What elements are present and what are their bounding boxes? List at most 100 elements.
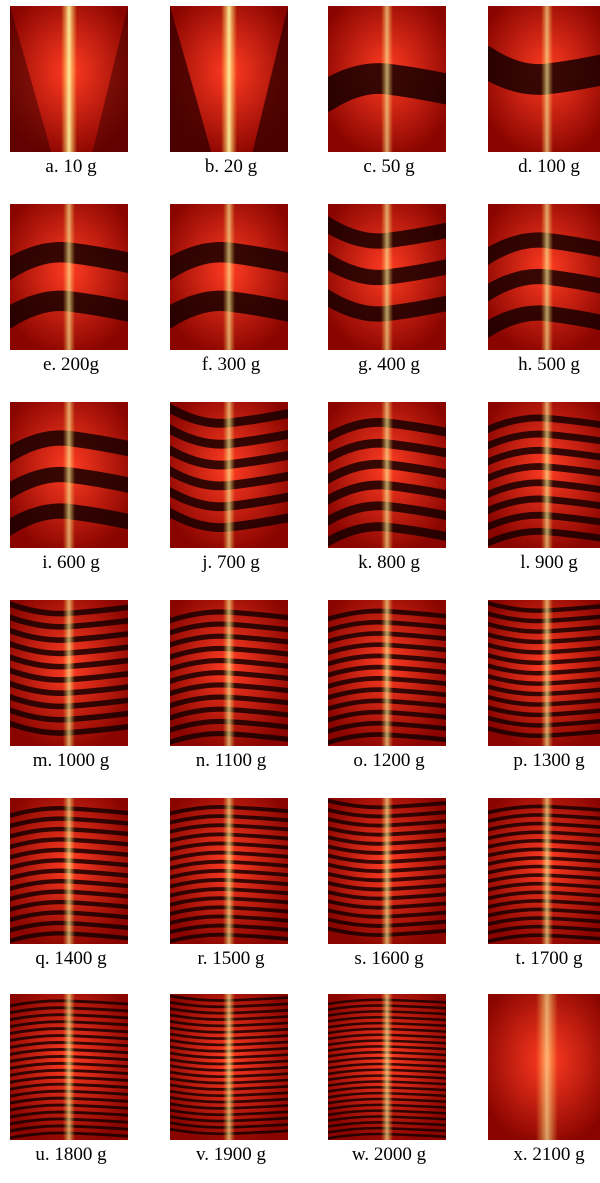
panel-g: g. 400 g bbox=[318, 198, 468, 393]
center-beam bbox=[223, 204, 235, 350]
fringe-image bbox=[488, 600, 600, 746]
center-beam bbox=[63, 204, 75, 350]
panel-caption: q. 1400 g bbox=[35, 948, 107, 969]
panel-k: k. 800 g bbox=[318, 396, 468, 591]
center-beam bbox=[223, 402, 235, 548]
fringe-image bbox=[328, 798, 446, 944]
fringe-image bbox=[328, 600, 446, 746]
center-beam bbox=[223, 600, 235, 746]
panel-caption: r. 1500 g bbox=[197, 948, 265, 969]
panel-caption: t. 1700 g bbox=[515, 948, 583, 969]
dark-region bbox=[170, 6, 212, 152]
panel-d: d. 100 g bbox=[478, 0, 600, 195]
center-beam bbox=[541, 600, 553, 746]
panel-x: x. 2100 g bbox=[478, 988, 600, 1183]
panel-r: r. 1500 g bbox=[160, 792, 310, 987]
panel-caption: e. 200g bbox=[43, 354, 99, 375]
panel-caption: w. 2000 g bbox=[351, 1144, 427, 1165]
panel-p: p. 1300 g bbox=[478, 594, 600, 789]
panel-c: c. 50 g bbox=[318, 0, 468, 195]
fringe-image bbox=[328, 994, 446, 1140]
panel-q: q. 1400 g bbox=[0, 792, 150, 987]
center-beam bbox=[63, 402, 75, 548]
fringe-image bbox=[170, 402, 288, 548]
fringe-image bbox=[170, 6, 288, 152]
fringe-image bbox=[170, 600, 288, 746]
panel-caption: m. 1000 g bbox=[32, 750, 110, 771]
panel-caption: n. 1100 g bbox=[195, 750, 267, 771]
panel-caption: f. 300 g bbox=[201, 354, 261, 375]
center-beam bbox=[541, 6, 553, 152]
fringe-image bbox=[488, 994, 600, 1140]
fringe-image bbox=[488, 6, 600, 152]
panel-caption: c. 50 g bbox=[363, 156, 415, 177]
panel-caption: u. 1800 g bbox=[35, 1144, 107, 1165]
center-beam bbox=[536, 994, 558, 1140]
fringe-image bbox=[328, 204, 446, 350]
panel-t: t. 1700 g bbox=[478, 792, 600, 987]
panel-caption: l. 900 g bbox=[520, 552, 578, 573]
panel-m: m. 1000 g bbox=[0, 594, 150, 789]
panel-i: i. 600 g bbox=[0, 396, 150, 591]
panel-h: h. 500 g bbox=[478, 198, 600, 393]
panel-e: e. 200g bbox=[0, 198, 150, 393]
center-beam bbox=[541, 204, 553, 350]
panel-o: o. 1200 g bbox=[318, 594, 468, 789]
panel-b: b. 20 g bbox=[160, 0, 310, 195]
fringe-image bbox=[328, 402, 446, 548]
center-beam bbox=[223, 798, 235, 944]
fringe-image bbox=[170, 994, 288, 1140]
fringe-image bbox=[170, 798, 288, 944]
panel-caption: v. 1900 g bbox=[195, 1144, 267, 1165]
panel-caption: x. 2100 g bbox=[513, 1144, 585, 1165]
panel-caption: s. 1600 g bbox=[354, 948, 424, 969]
fringe-image bbox=[488, 402, 600, 548]
fringe-image bbox=[328, 6, 446, 152]
fringe-image bbox=[10, 994, 128, 1140]
center-beam bbox=[63, 798, 75, 944]
panel-caption: j. 700 g bbox=[202, 552, 260, 573]
panel-j: j. 700 g bbox=[160, 396, 310, 591]
panel-caption: d. 100 g bbox=[518, 156, 580, 177]
center-beam bbox=[381, 600, 393, 746]
panel-l: l. 900 g bbox=[478, 396, 600, 591]
fringe-image bbox=[10, 600, 128, 746]
fringe-image bbox=[10, 798, 128, 944]
dark-region bbox=[92, 6, 128, 152]
panel-caption: o. 1200 g bbox=[353, 750, 425, 771]
center-beam bbox=[541, 402, 553, 548]
center-beam bbox=[63, 994, 75, 1140]
fringe-image bbox=[488, 798, 600, 944]
panel-s: s. 1600 g bbox=[318, 792, 468, 987]
panel-caption: k. 800 g bbox=[358, 552, 420, 573]
fringe-image bbox=[10, 6, 128, 152]
center-beam bbox=[381, 204, 393, 350]
center-beam bbox=[223, 994, 235, 1140]
panel-a: a. 10 g bbox=[0, 0, 150, 195]
fringe-image bbox=[170, 204, 288, 350]
panel-caption: a. 10 g bbox=[45, 156, 97, 177]
panel-caption: h. 500 g bbox=[518, 354, 580, 375]
dark-region bbox=[10, 6, 52, 152]
panel-w: w. 2000 g bbox=[318, 988, 468, 1183]
panel-n: n. 1100 g bbox=[160, 594, 310, 789]
center-beam bbox=[221, 6, 237, 152]
fringe-image bbox=[10, 402, 128, 548]
panel-caption: p. 1300 g bbox=[513, 750, 585, 771]
panel-caption: i. 600 g bbox=[42, 552, 100, 573]
fringe-image bbox=[488, 204, 600, 350]
center-beam bbox=[541, 798, 553, 944]
center-beam bbox=[63, 600, 75, 746]
center-beam bbox=[61, 6, 77, 152]
center-beam bbox=[381, 6, 393, 152]
center-beam bbox=[381, 402, 393, 548]
fringe-image bbox=[10, 204, 128, 350]
panel-f: f. 300 g bbox=[160, 198, 310, 393]
panel-caption: g. 400 g bbox=[358, 354, 420, 375]
panel-u: u. 1800 g bbox=[0, 988, 150, 1183]
panel-v: v. 1900 g bbox=[160, 988, 310, 1183]
center-beam bbox=[381, 994, 393, 1140]
panel-caption: b. 20 g bbox=[204, 156, 258, 177]
center-beam bbox=[381, 798, 393, 944]
